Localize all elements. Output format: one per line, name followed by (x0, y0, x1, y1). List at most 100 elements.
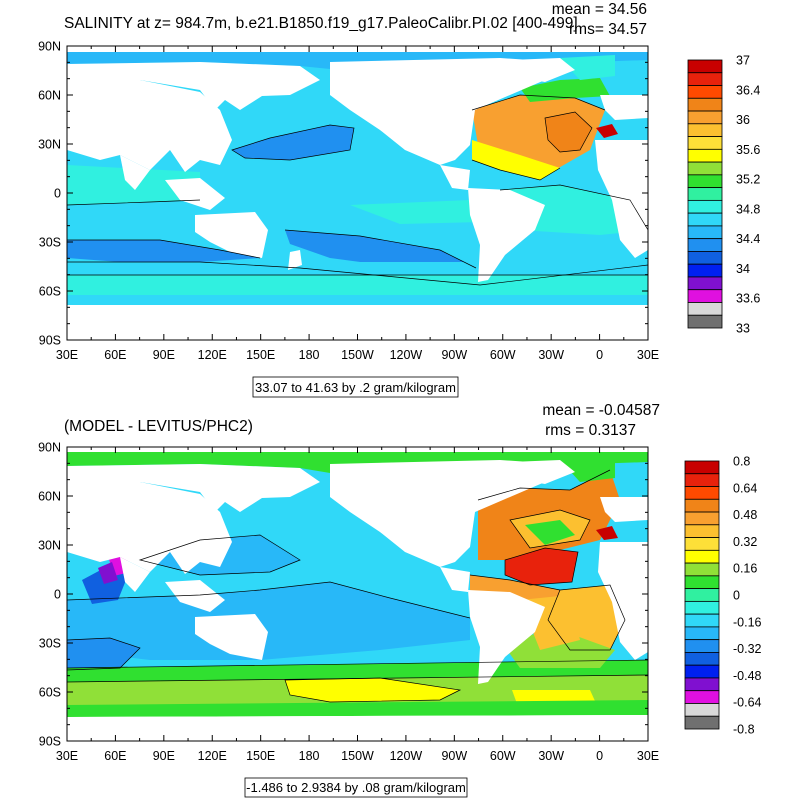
panel2-contour-line (509, 509, 591, 549)
x-tick-label: 150W (341, 348, 374, 362)
panel2-contour-info-box: -1.486 to 2.9384 by .08 gram/kilogram (244, 777, 468, 798)
panel1-contour-line (66, 199, 201, 206)
panel2-atlantic-red-core (505, 548, 578, 585)
panel2-land-asia (67, 482, 232, 574)
colorbar-label: 34.8 (736, 202, 760, 216)
y-tick-label: 0 (54, 588, 61, 602)
x-tick-label: 60E (104, 348, 126, 362)
panel2-land-eurasia-north (67, 464, 320, 512)
panel2-contour-line (138, 534, 301, 576)
panel1-south-band-2 (285, 230, 476, 270)
colorbar-segment (687, 187, 723, 201)
colorbar-segment (687, 161, 723, 176)
panel2-land-north-america (330, 460, 560, 567)
colorbar-segment (687, 263, 723, 278)
colorbar-label: 0 (733, 589, 740, 603)
panel1-land-india (120, 155, 150, 190)
panel1-x-axis: 30E 60E 90E 120E 150E 180 150W 120W 90W 60W 30W 0 30… (56, 46, 659, 362)
panel1-arctic-atlantic (560, 55, 615, 80)
colorbar-label: 34 (736, 262, 750, 276)
x-tick-label: 30E (56, 348, 78, 362)
panel1-contour-info: 33.07 to 41.63 by .2 gram/kilogram (255, 380, 456, 395)
panel1-contour-line (471, 94, 606, 111)
panel2-arctic-atlantic (560, 458, 615, 482)
colorbar-segment (687, 238, 723, 252)
panel1-colorbar: 37 36.4 36 35.6 35.2 34.8 34.4 34 33.6 33 (687, 54, 760, 336)
colorbar-label: -0.48 (733, 669, 762, 683)
panel1-contour-line (284, 229, 477, 269)
panel1-land-greenland (510, 58, 575, 82)
panel2-land-greenland (510, 460, 575, 484)
x-tick-label: 60E (104, 749, 126, 763)
colorbar-segment (684, 537, 720, 551)
colorbar-segment (684, 652, 720, 666)
panel2-contour-line (284, 677, 462, 703)
colorbar-segment (687, 59, 723, 74)
colorbar-label: 35.6 (736, 143, 760, 157)
x-tick-label: 0 (596, 749, 603, 763)
colorbar-segment (684, 703, 720, 717)
panel2-contour-line (66, 637, 141, 671)
colorbar-segment (687, 72, 723, 86)
colorbar-segment (684, 486, 720, 500)
colorbar-segment (684, 664, 720, 679)
panel2-contour-line (477, 469, 611, 501)
colorbar-segment (684, 511, 720, 526)
panel2-y-axis: 90N 60N 30N 0 30S 60S 90S (38, 441, 648, 749)
panel1-rms-label: rms= 34.57 (569, 21, 647, 38)
panel1-land-eurasia-north (67, 62, 320, 110)
panel1-acc-cyan (67, 275, 648, 295)
panel1-east-pacific-band (350, 200, 482, 224)
y-tick-label: 30N (38, 539, 61, 553)
y-tick-label: 60S (39, 285, 61, 299)
y-tick-label: 60N (38, 490, 61, 504)
colorbar-label: -0.16 (733, 615, 762, 629)
colorbar-segment (684, 575, 720, 590)
panel2-colorbar: 0.8 0.64 0.48 0.32 0.16 0 -0.16 -0.32 -0.48 -0.64… (684, 455, 762, 737)
panel2-contour-line (547, 584, 626, 651)
x-tick-label: 30E (637, 348, 659, 362)
panel2-med-outflow (596, 526, 618, 540)
x-tick-label: 60W (490, 749, 516, 763)
colorbar-segment (684, 562, 720, 577)
colorbar-segment (687, 314, 723, 329)
panel1-south-band-1 (67, 240, 260, 262)
colorbar-segment (684, 498, 720, 513)
colorbar-segment (687, 148, 723, 163)
panel2-north-atlantic-green (525, 520, 575, 545)
panel1-land-south-america (468, 188, 545, 282)
y-tick-label: 30S (39, 637, 61, 651)
colorbar-label: -0.64 (733, 696, 762, 710)
panel1-contour-info-frame (252, 376, 459, 398)
panel2-land-south-america (468, 590, 545, 684)
colorbar-label: -0.8 (733, 723, 755, 737)
panel1-y-axis: 90N 60N 30N 0 30S 60S 90S (38, 40, 648, 348)
x-tick-label: 120E (198, 348, 227, 362)
panel1-land-nz (288, 250, 302, 270)
colorbar-segment (684, 524, 720, 538)
panel2-title: (MODEL - LEVITUS/PHC2) (64, 418, 253, 435)
y-tick-label: 60N (38, 89, 61, 103)
panel1-mean-label: mean = 34.56 (552, 1, 647, 18)
colorbar-segment (687, 123, 723, 137)
panel2-map: 30E 60E 90E 120E 150E 180 150W 120W 90W 60W 30W 0 30… (38, 441, 659, 764)
panel1-land (67, 58, 648, 320)
colorbar-label: 35.2 (736, 173, 760, 187)
x-tick-label: 150E (246, 749, 275, 763)
x-tick-label: 120W (390, 348, 423, 362)
x-tick-label: 120E (198, 749, 227, 763)
colorbar-label: 0.48 (733, 508, 757, 522)
colorbar-segment (687, 85, 723, 99)
panel1-land-africa (595, 140, 648, 258)
panel1-contour-line (471, 159, 561, 181)
panel1-land-antarctica (67, 305, 648, 320)
x-tick-label: 30W (538, 749, 564, 763)
colorbar-label: 33 (736, 322, 750, 336)
panel1-contour-line (499, 184, 649, 231)
panel1-atlantic-yellow (472, 140, 560, 180)
colorbar-label: 36 (736, 113, 750, 127)
panel1-north-pacific-blue (232, 125, 354, 160)
panel2-contour-line (504, 547, 579, 586)
colorbar-label: 33.6 (736, 292, 760, 306)
panel2-acc-green (67, 700, 648, 717)
